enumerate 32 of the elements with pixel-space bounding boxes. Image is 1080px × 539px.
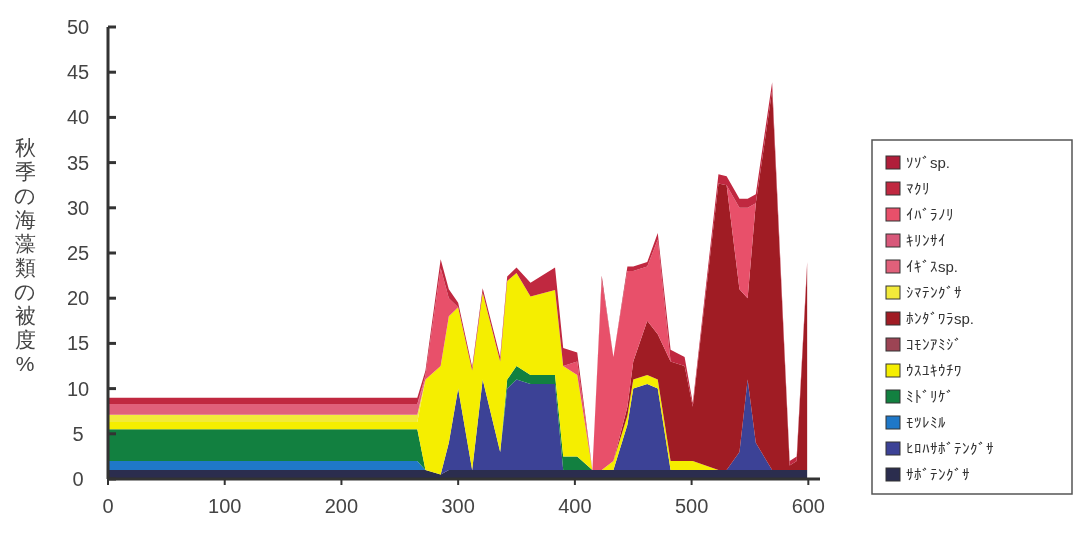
legend-label: ﾐﾄﾞﾘｹﾞ xyxy=(906,388,954,405)
y-tick-label: 45 xyxy=(66,61,90,84)
y-tick-label: 5 xyxy=(72,422,84,445)
y-tick-label: 25 xyxy=(66,242,90,264)
y-tick-label: 20 xyxy=(66,287,90,310)
y-tick-label: 10 xyxy=(66,377,90,400)
legend-label: ｿｿﾞsp. xyxy=(906,154,951,171)
y-tick-label: 35 xyxy=(66,151,90,174)
y-tick-label: 40 xyxy=(66,106,90,129)
legend-label: ﾋﾛﾊｻﾎﾞﾃﾝｸﾞｻ xyxy=(906,440,994,457)
legend-label: ﾎﾝﾀﾞﾜﾗsp. xyxy=(906,310,975,327)
x-tick-label: 400 xyxy=(558,495,592,517)
legend-label: ｳｽﾕｷｳﾁﾜ xyxy=(906,362,962,379)
legend-label: ｲﾊﾞﾗﾉﾘ xyxy=(906,206,954,223)
legend-label: ﾏｸﾘ xyxy=(906,180,930,197)
x-tick-label: 600 xyxy=(791,495,826,517)
x-tick-label: 200 xyxy=(324,495,359,517)
y-tick-label: 50 xyxy=(66,16,90,38)
x-tick-label: 500 xyxy=(674,495,709,517)
text: 秋季の海藻類の被度% xyxy=(14,136,36,375)
legend-label: ｼﾏﾃﾝｸﾞｻ xyxy=(906,284,962,301)
x-tick-label: 0 xyxy=(102,495,114,517)
y-tick-label: 15 xyxy=(66,332,90,355)
legend-label: ﾓﾂﾚﾐﾙ xyxy=(906,414,946,431)
x-tick-label: 300 xyxy=(441,495,475,517)
x-tick-label: 100 xyxy=(208,495,242,517)
y-tick-label: 0 xyxy=(72,468,84,490)
y-tick-label: 30 xyxy=(66,196,90,219)
legend-label: ｺﾓﾝｱﾐｼﾞ xyxy=(906,336,962,353)
legend-label: ｻﾎﾞﾃﾝｸﾞｻ xyxy=(906,466,970,483)
legend-label: ｷﾘﾝｻｲ xyxy=(906,232,946,249)
legend-label: ｲｷﾞｽsp. xyxy=(906,258,959,275)
